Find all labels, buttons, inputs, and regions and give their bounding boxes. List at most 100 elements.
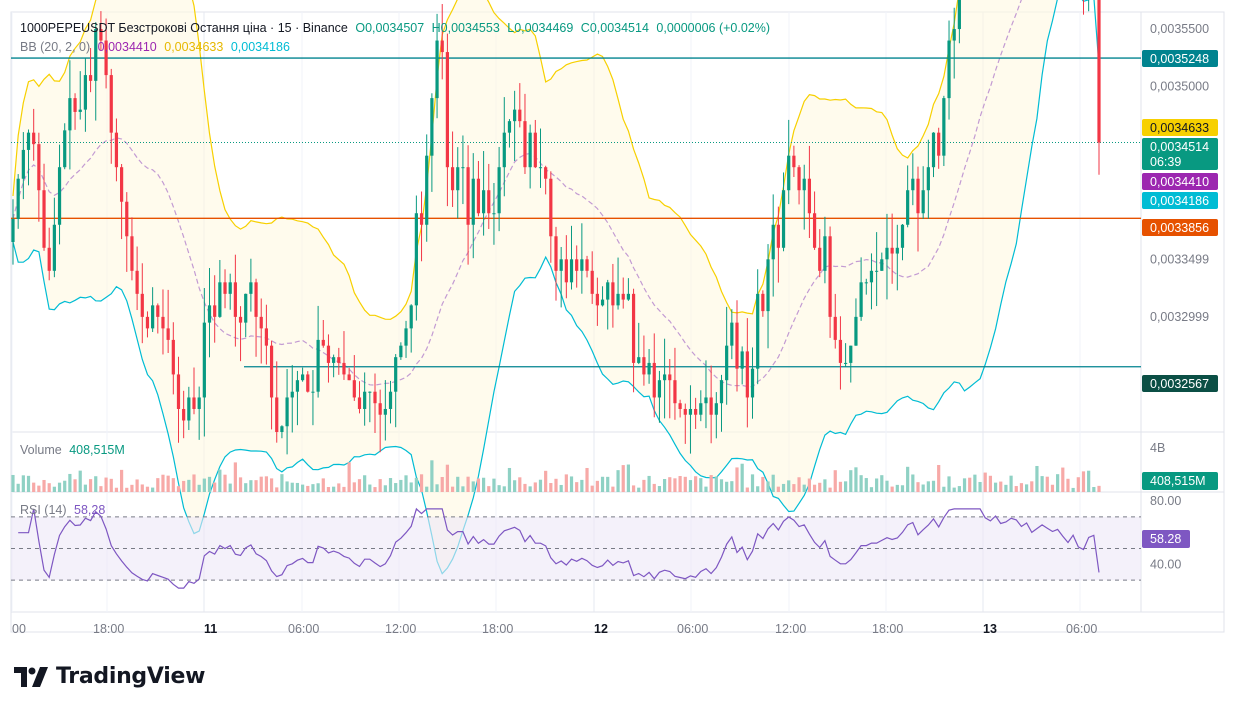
volume-bar (502, 486, 506, 492)
rsi-value: 58,28 (74, 503, 106, 517)
candle-body (254, 282, 258, 317)
volume-bar (166, 475, 170, 492)
candle-body (518, 109, 522, 122)
volume-bar (947, 476, 951, 492)
candle-body (21, 149, 25, 179)
volume-bar (968, 477, 972, 492)
candle-body (404, 328, 408, 346)
volume-bar (766, 481, 770, 492)
change-value: 0,0000006 (+0.02%) (656, 21, 771, 35)
candle-body (347, 374, 351, 381)
candle-body (68, 98, 72, 131)
volume-bar (1040, 476, 1044, 492)
candle-body (947, 40, 951, 99)
volume-bar (135, 479, 139, 492)
price-label-text: 0,0034514 (1150, 140, 1209, 154)
candle-body (730, 322, 734, 346)
candle-body (26, 132, 31, 150)
candle-body (823, 236, 827, 271)
candle-body (419, 213, 424, 225)
candle-body (373, 391, 377, 404)
volume-bar (373, 487, 377, 492)
volume-bar (931, 480, 936, 492)
volume-bar (523, 483, 527, 492)
volume-bar (1056, 474, 1060, 492)
candle-body (502, 132, 506, 168)
volume-bar (673, 478, 677, 492)
volume-bar (942, 486, 946, 492)
volume-bar (342, 486, 346, 492)
volume-bar (631, 485, 636, 492)
candle-body (766, 259, 770, 312)
price-label-text: 0,0035248 (1150, 52, 1209, 66)
volume-bar (233, 462, 237, 492)
volume-bar (750, 474, 755, 492)
volume-bar (300, 484, 305, 492)
candle-body (854, 316, 858, 346)
volume-bar (26, 475, 31, 492)
candle-body (342, 362, 346, 375)
candle-body (776, 224, 780, 248)
volume-label[interactable]: Volume (20, 443, 62, 457)
close-value: C0,0034514 (580, 21, 649, 35)
candle-body (213, 305, 217, 317)
volume-bar (363, 475, 367, 492)
volume-bar (699, 478, 703, 492)
candle-body (590, 270, 594, 294)
volume-bar (238, 477, 243, 492)
volume-bar (916, 482, 920, 492)
volume-bar (1045, 476, 1049, 492)
volume-bar (497, 485, 501, 492)
high-value: H0,0034553 (431, 21, 500, 35)
volume-bar (1035, 465, 1039, 492)
volume-bar (797, 477, 801, 492)
candle-body (11, 219, 15, 243)
volume-bar (569, 476, 574, 492)
candle-body (140, 293, 144, 317)
volume-bar (326, 487, 331, 492)
volume-bar (399, 479, 403, 492)
volume-bar (445, 464, 450, 492)
candle-body (756, 293, 760, 369)
candle-body (931, 132, 936, 168)
low-value: L0,0034469 (507, 21, 574, 35)
candle-body (637, 357, 641, 363)
volume-bar (812, 484, 817, 492)
tradingview-logo[interactable]: TradingView (14, 664, 205, 689)
volume-bar (337, 483, 341, 492)
volume-bar (207, 476, 212, 492)
symbol-title[interactable]: 1000PEPEUSDT Безстрокові Остання ціна · … (20, 21, 348, 35)
candle-body (259, 316, 263, 329)
candle-body (709, 397, 713, 415)
rsi-label[interactable]: RSI (14) (20, 503, 67, 517)
candle-body (528, 132, 532, 168)
bb-lower-value: 0,0034186 (230, 40, 290, 54)
volume-bar (714, 476, 718, 492)
volume-bar (435, 484, 439, 492)
volume-bar (606, 476, 610, 492)
volume-bar (176, 486, 181, 492)
volume-bar (787, 480, 791, 492)
volume-bar (249, 480, 253, 492)
volume-bar (595, 480, 599, 492)
candle-body (497, 167, 501, 214)
volume-bar (347, 462, 351, 492)
volume-bar (1024, 484, 1029, 492)
candle-body (895, 247, 899, 254)
candle-body (564, 259, 568, 283)
volume-bar (662, 479, 667, 492)
candle-body (657, 380, 662, 398)
candle-body (63, 130, 67, 168)
volume-bar (383, 485, 387, 492)
candle-body (99, 29, 103, 41)
volume-bar (202, 478, 206, 492)
candle-body (430, 98, 434, 156)
bb-label[interactable]: BB (20, 2, 0) (20, 40, 91, 54)
time-axis-tick: 18:00 (482, 622, 513, 636)
candle-body (57, 167, 62, 225)
volume-bar (704, 486, 708, 492)
candle-body (885, 247, 889, 260)
volume-bar (476, 478, 481, 492)
candle-body (311, 391, 315, 393)
